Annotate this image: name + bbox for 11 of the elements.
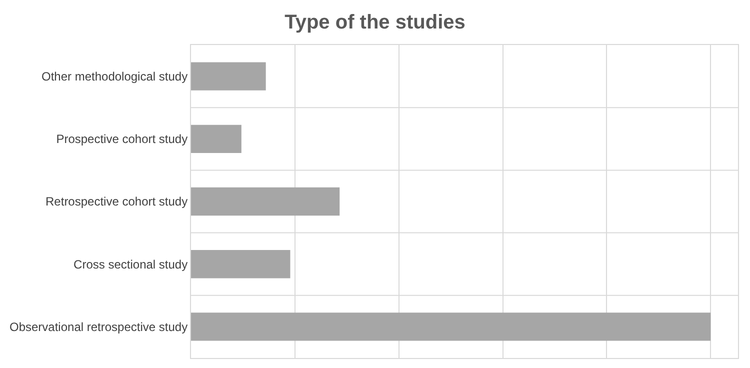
bar bbox=[191, 312, 711, 341]
bar bbox=[191, 187, 340, 216]
bar bbox=[191, 124, 242, 153]
y-tick-label: Cross sectional study bbox=[74, 257, 188, 272]
bar bbox=[191, 250, 290, 278]
y-tick-label: Retrospective cohort study bbox=[46, 194, 188, 209]
y-tick-label: Other methodological study bbox=[42, 70, 188, 84]
chart-title: Type of the studies bbox=[284, 12, 466, 34]
y-tick-label: Observational retrospective study bbox=[10, 320, 188, 334]
bar bbox=[191, 62, 266, 90]
y-tick-label: Prospective cohort study bbox=[56, 132, 188, 146]
